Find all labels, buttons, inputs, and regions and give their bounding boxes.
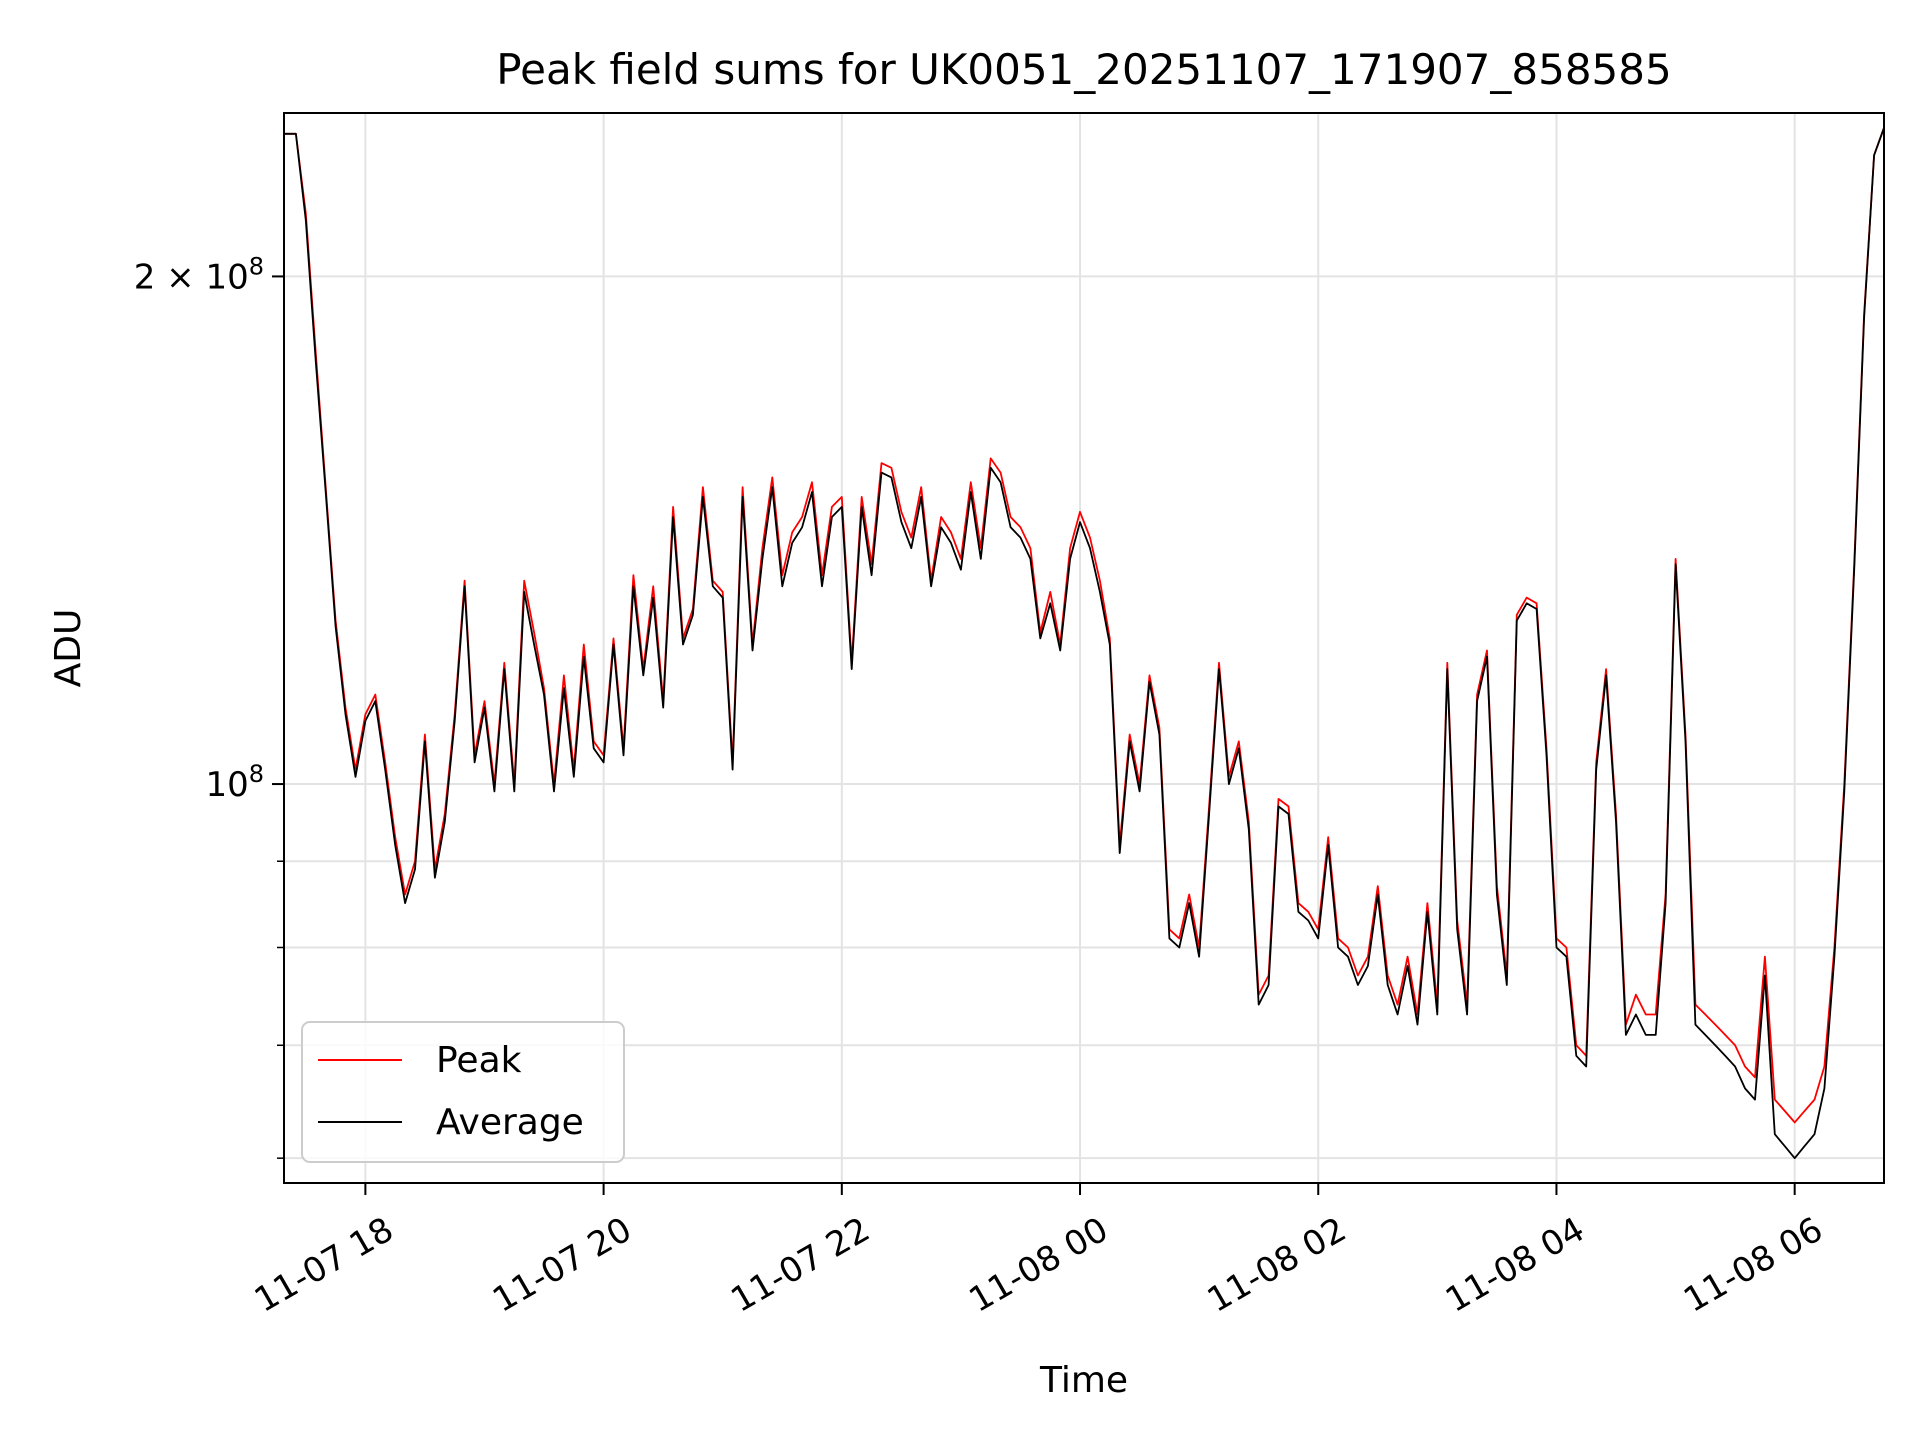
series-lines — [284, 127, 1885, 1160]
x-axis-label: Time — [1039, 1360, 1128, 1401]
y-axis-label: ADU — [48, 609, 89, 688]
legend-box — [301, 1021, 625, 1163]
legend-label-average: Average — [436, 1102, 584, 1143]
legend-label-peak: Peak — [436, 1040, 522, 1081]
y-tick-label: 108 — [205, 760, 264, 805]
plot-area-frame — [283, 112, 1885, 1184]
chart-title: Peak field sums for UK0051_20251107_1719… — [496, 45, 1671, 94]
y-tick-label: 2 × 108 — [134, 252, 264, 297]
series-average-line — [284, 127, 1885, 1160]
y-axis-ticks: 108 2 × 108 — [134, 252, 284, 1159]
legend: Peak Average — [301, 1021, 625, 1163]
